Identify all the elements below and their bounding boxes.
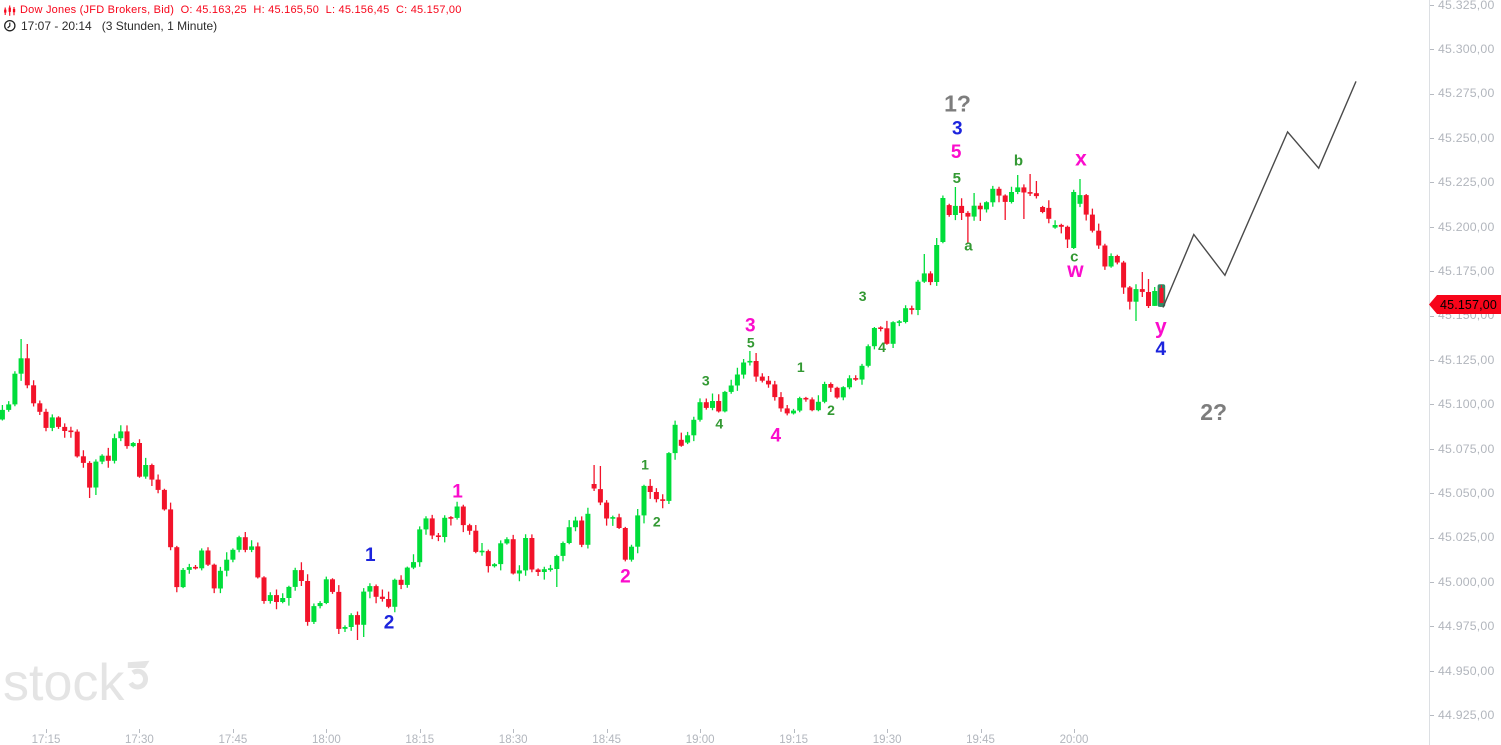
svg-text:2: 2 [827,402,835,418]
svg-text:1: 1 [641,457,649,473]
svg-text:3: 3 [745,316,756,337]
svg-text:2: 2 [384,613,395,634]
svg-text:x: x [1075,148,1087,171]
svg-text:4: 4 [878,339,886,355]
svg-text:4: 4 [771,426,782,447]
svg-text:2: 2 [653,514,661,530]
svg-text:2: 2 [620,567,631,588]
svg-text:1: 1 [365,545,376,566]
svg-text:4: 4 [1156,339,1167,360]
svg-text:3: 3 [859,288,867,304]
svg-text:3: 3 [952,119,963,140]
svg-text:4: 4 [715,416,723,432]
svg-text:1: 1 [797,359,805,375]
svg-text:3: 3 [702,373,710,389]
svg-text:w: w [1066,259,1084,282]
svg-text:c: c [1070,249,1078,266]
svg-text:5: 5 [953,170,961,187]
svg-text:5: 5 [951,142,962,163]
svg-text:5: 5 [747,335,755,351]
svg-text:y: y [1155,316,1167,339]
svg-text:2?: 2? [1200,399,1227,425]
svg-text:1: 1 [452,482,463,503]
svg-text:a: a [964,237,973,254]
svg-text:b: b [1014,153,1023,170]
svg-text:1?: 1? [944,90,971,116]
